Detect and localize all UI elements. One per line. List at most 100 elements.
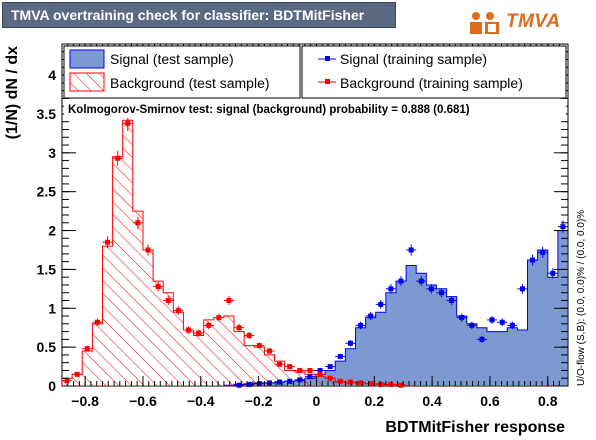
y-tick-label: 1 bbox=[48, 300, 56, 316]
background-test-bars bbox=[62, 119, 568, 386]
legend-marker-background-train bbox=[325, 79, 330, 84]
x-tick-label: 0 bbox=[313, 393, 321, 409]
signal-train-point bbox=[294, 377, 305, 383]
signal-train-point-marker bbox=[327, 364, 333, 370]
signal-train-point-marker bbox=[418, 278, 424, 284]
signal-train-point-marker bbox=[479, 336, 485, 342]
signal-test-bars bbox=[62, 230, 568, 386]
signal-train-point-marker bbox=[398, 278, 404, 284]
signal-train-point-marker bbox=[347, 340, 353, 346]
signal-train-point-marker bbox=[358, 322, 364, 328]
background-train-point bbox=[244, 332, 255, 339]
signal-train-point-marker bbox=[540, 249, 546, 255]
tmva-logo-icon bbox=[470, 12, 499, 34]
signal-training-points bbox=[234, 220, 568, 388]
background-train-point-marker bbox=[165, 298, 171, 303]
signal-train-point-marker bbox=[499, 319, 505, 325]
signal-train-point bbox=[264, 380, 275, 386]
x-tick-label: 0.2 bbox=[365, 393, 385, 409]
signal-train-point-marker bbox=[388, 286, 394, 292]
background-train-point-marker bbox=[175, 308, 181, 314]
background-train-point-marker bbox=[155, 284, 161, 290]
tmva-logo-text: TMVA bbox=[506, 11, 561, 32]
x-tick-label: 0.8 bbox=[538, 393, 558, 409]
background-train-point-marker bbox=[206, 322, 212, 328]
background-training-points bbox=[62, 115, 407, 388]
signal-train-point bbox=[527, 254, 538, 266]
background-train-point bbox=[193, 329, 204, 337]
background-train-point-marker bbox=[105, 239, 111, 245]
x-tick-label: 0.6 bbox=[480, 393, 500, 409]
signal-test-histogram bbox=[62, 230, 568, 386]
signal-train-point bbox=[436, 288, 447, 298]
signal-train-point-marker bbox=[337, 353, 343, 359]
tmva-logo: TMVA bbox=[468, 10, 560, 36]
background-train-point bbox=[375, 381, 386, 387]
legend-marker-signal-train bbox=[325, 56, 330, 61]
signal-train-point bbox=[497, 318, 508, 327]
background-train-point bbox=[264, 348, 275, 354]
y-axis-title: (1/N) dN / dx bbox=[4, 46, 21, 139]
background-train-point-marker bbox=[368, 381, 374, 387]
background-train-point bbox=[62, 378, 73, 384]
background-test-histogram bbox=[62, 119, 568, 386]
signal-train-point bbox=[537, 246, 548, 258]
background-train-point bbox=[163, 296, 174, 305]
y-tick-label: 3 bbox=[48, 145, 56, 161]
signal-train-point-marker bbox=[378, 301, 384, 307]
signal-train-point-marker bbox=[287, 378, 293, 384]
background-train-point-marker bbox=[358, 380, 364, 386]
background-train-point-marker bbox=[125, 120, 131, 126]
signal-train-point-marker bbox=[307, 374, 313, 380]
background-train-point bbox=[132, 216, 143, 229]
background-train-point-marker bbox=[64, 378, 70, 384]
background-train-point-marker bbox=[74, 371, 80, 377]
legend-label-signal-train: Signal (training sample) bbox=[340, 51, 487, 67]
signal-train-point-marker bbox=[550, 270, 556, 276]
signal-train-point-marker bbox=[469, 322, 475, 328]
y-tick-label: 0.5 bbox=[37, 339, 57, 355]
signal-train-point-marker bbox=[428, 286, 434, 292]
signal-train-point-marker bbox=[519, 286, 525, 292]
x-tick-label: −0.2 bbox=[245, 393, 273, 409]
background-train-point bbox=[112, 150, 123, 166]
background-train-point bbox=[92, 318, 103, 327]
background-train-point bbox=[142, 244, 154, 256]
y-tick-label: 2.5 bbox=[37, 184, 57, 200]
legend: Signal (test sample) Background (test sa… bbox=[63, 45, 567, 99]
background-train-point-marker bbox=[337, 378, 343, 384]
signal-train-point bbox=[487, 315, 498, 324]
background-train-point bbox=[304, 367, 315, 373]
background-train-point bbox=[385, 381, 396, 387]
signal-train-point bbox=[466, 321, 477, 330]
x-tick-label: −0.4 bbox=[187, 393, 215, 409]
signal-train-point-marker bbox=[439, 290, 444, 296]
background-train-point bbox=[335, 378, 346, 384]
background-train-point bbox=[345, 379, 356, 385]
background-train-point-marker bbox=[378, 381, 384, 387]
title-box: TMVA overtraining check for classifier: … bbox=[2, 2, 396, 28]
signal-train-point-marker bbox=[449, 298, 455, 303]
signal-train-point-marker bbox=[297, 377, 303, 383]
signal-train-point-marker bbox=[489, 317, 495, 323]
x-tick-label: 0.4 bbox=[422, 393, 442, 409]
signal-train-point bbox=[456, 313, 467, 322]
signal-train-point bbox=[385, 284, 396, 294]
background-train-point bbox=[122, 115, 133, 132]
background-train-point-marker bbox=[216, 315, 222, 321]
background-train-point bbox=[325, 375, 336, 381]
signal-train-point bbox=[406, 244, 417, 256]
signal-train-point bbox=[507, 321, 518, 330]
background-train-point bbox=[223, 296, 235, 305]
background-train-point-marker bbox=[115, 155, 121, 161]
overflow-label: U/O-flow (S,B): (0.0, 0.0)% / (0.0, 0.0)… bbox=[576, 210, 587, 386]
background-train-point-marker bbox=[388, 381, 394, 387]
background-train-point bbox=[294, 367, 305, 373]
background-train-point-marker bbox=[196, 330, 202, 336]
background-train-point-marker bbox=[256, 343, 262, 349]
signal-train-point-marker bbox=[277, 379, 283, 385]
signal-train-point-marker bbox=[368, 313, 374, 319]
y-tick-label: 3.5 bbox=[37, 106, 57, 122]
background-train-point-marker bbox=[327, 375, 333, 381]
